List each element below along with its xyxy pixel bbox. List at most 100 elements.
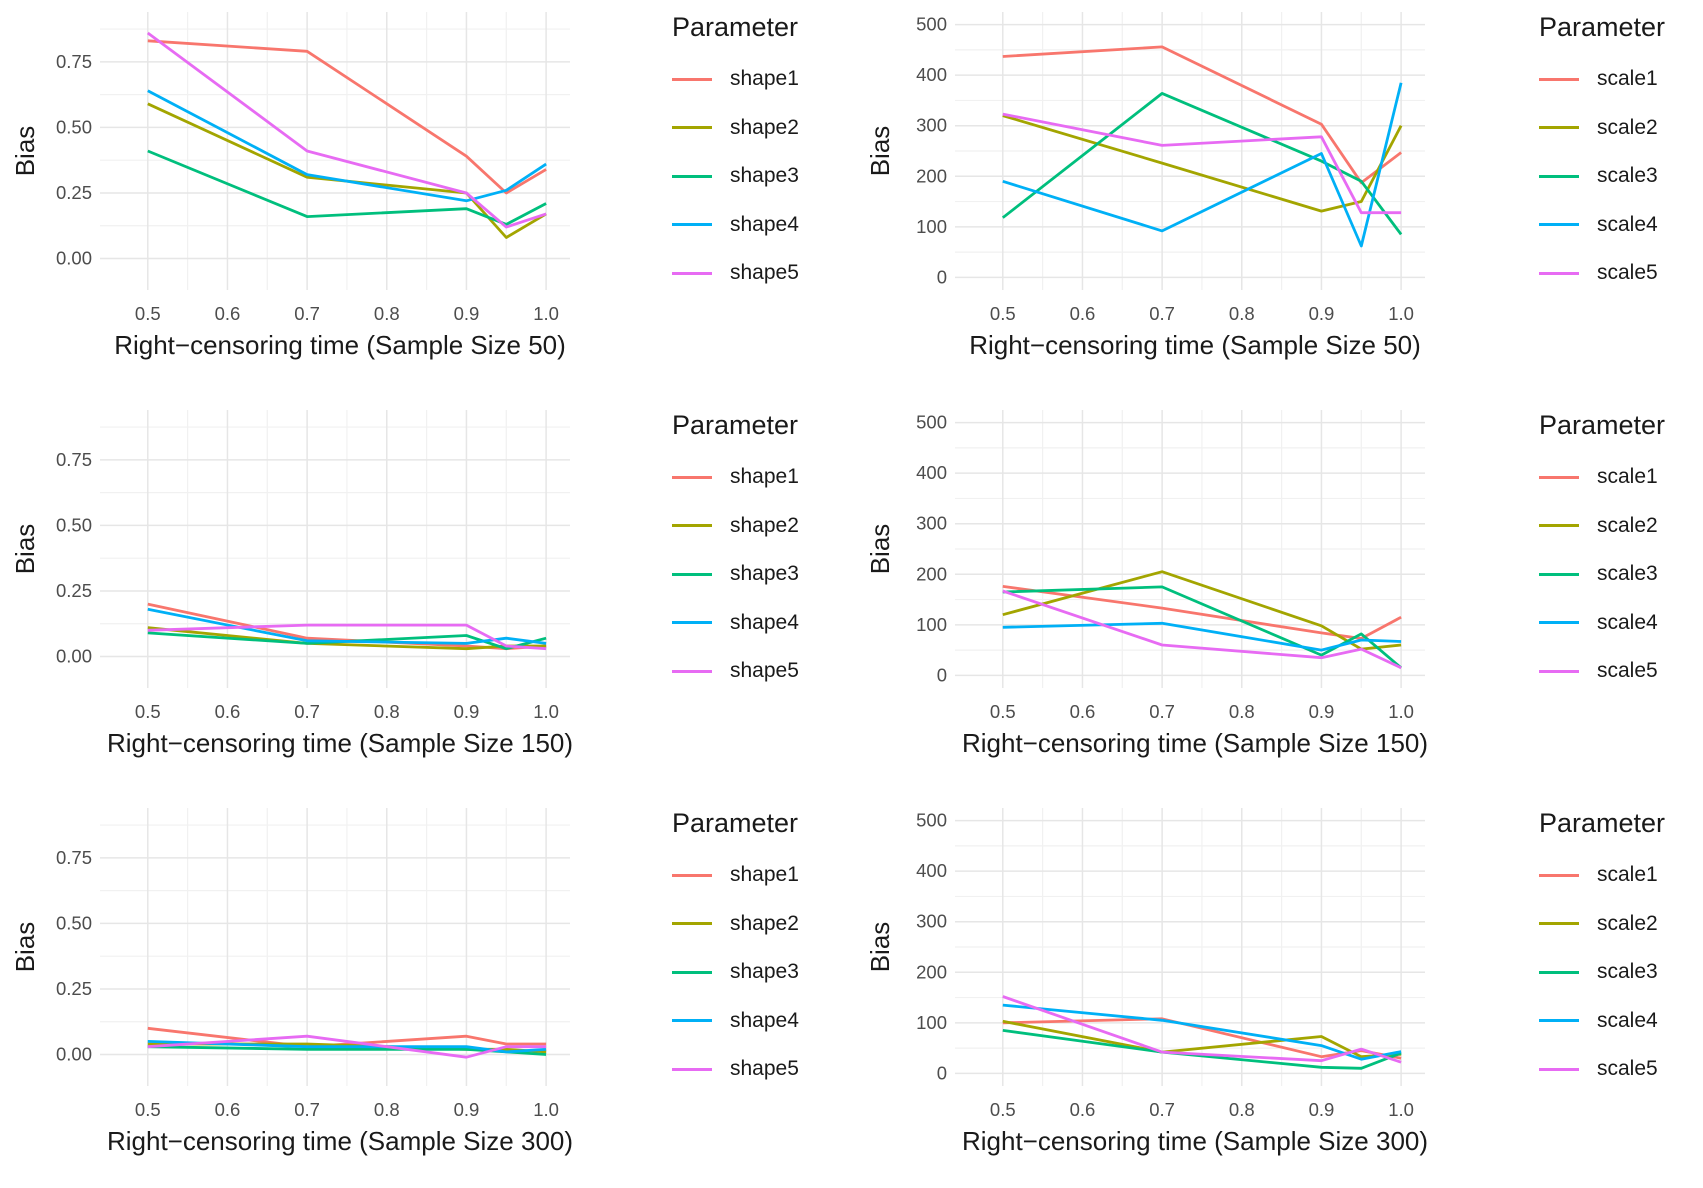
y-tick-label: 100	[916, 1012, 947, 1033]
legend-item: scale5	[1539, 1045, 1665, 1094]
x-tick-label: 0.5	[990, 1099, 1016, 1120]
legend-key	[1539, 970, 1579, 974]
legend-item: shape4	[672, 997, 799, 1046]
legend-item: scale4	[1539, 997, 1665, 1046]
x-axis-title: Right−censoring time (Sample Size 150)	[107, 728, 573, 758]
legend-key	[1539, 77, 1579, 81]
legend-label: shape4	[730, 610, 799, 634]
series-line-shape5	[147, 1034, 547, 1059]
x-tick-label: 0.5	[990, 701, 1016, 722]
y-tick-label: 100	[916, 216, 947, 237]
x-tick-label: 0.7	[1149, 701, 1175, 722]
legend-key	[1539, 524, 1579, 528]
legend-key	[1539, 669, 1579, 673]
legend-item: shape2	[672, 900, 799, 949]
x-axis-title: Right−censoring time (Sample Size 300)	[962, 1126, 1428, 1156]
series-line-scale3	[1002, 1029, 1402, 1070]
legend-title: Parameter	[672, 12, 799, 42]
legend-title: Parameter	[672, 410, 799, 440]
legend-key	[672, 970, 712, 974]
legend-item: shape1	[672, 55, 799, 104]
legend-key	[672, 669, 712, 673]
series-line-shape5	[147, 623, 547, 651]
series-line-scale1	[1002, 45, 1402, 185]
y-tick-label: 300	[916, 911, 947, 932]
legend-label: scale3	[1597, 164, 1658, 188]
legend-item: shape3	[672, 550, 799, 599]
y-axis-title: Bias	[10, 524, 40, 575]
y-tick-label: 200	[916, 563, 947, 584]
legend-key	[1539, 621, 1579, 625]
legend-label: scale4	[1597, 1008, 1658, 1032]
legend-label: scale5	[1597, 659, 1658, 683]
legend-key	[672, 271, 712, 275]
chart-svg: 0.5 0.6 0.7 0.8 0.9 1.0 0 100 200 300 400 500 Right−…	[865, 808, 1428, 1156]
legend-label: scale2	[1597, 911, 1658, 935]
legend-item: shape5	[672, 249, 799, 298]
legend-label: scale2	[1597, 513, 1658, 537]
legend-label: scale1	[1597, 67, 1658, 91]
x-tick-label: 1.0	[1388, 1099, 1414, 1120]
y-tick-label: 0.75	[56, 847, 92, 868]
x-tick-label: 1.0	[1388, 303, 1414, 324]
series-line-scale1	[1002, 585, 1402, 640]
x-tick-label: 0.8	[374, 701, 400, 722]
legend-item: scale2	[1539, 900, 1665, 949]
legend-label: shape1	[730, 465, 799, 489]
legend: Parameter shape1 shape2 shape3 shape4 shape5	[672, 12, 799, 298]
legend-label: shape1	[730, 863, 799, 887]
legend-title: Parameter	[672, 808, 799, 838]
x-tick-label: 0.8	[1229, 303, 1255, 324]
legend-title: Parameter	[1539, 410, 1666, 440]
legend-item: shape1	[672, 453, 799, 502]
x-tick-label: 0.7	[294, 303, 320, 324]
chart-panel: 0.5 0.6 0.7 0.8 0.9 1.0 0 100 200 300 400 500 Right−…	[855, 796, 1703, 1188]
y-axis-title: Bias	[10, 126, 40, 177]
legend-label: shape3	[730, 960, 799, 984]
series-line-shape1	[147, 39, 547, 195]
legend-key	[1539, 1019, 1579, 1023]
legend-item: shape1	[672, 851, 799, 900]
chart-svg: 0.5 0.6 0.7 0.8 0.9 1.0 0 100 200 300 400 500 Right−…	[865, 410, 1428, 758]
legend-key	[1539, 271, 1579, 275]
legend-item: shape2	[672, 104, 799, 153]
chart-svg: 0.5 0.6 0.7 0.8 0.9 1.0 0 100 200 300 400 500 Right−…	[865, 12, 1425, 360]
series-line-shape3	[147, 149, 547, 226]
legend-key	[672, 475, 712, 479]
legend-key	[672, 1019, 712, 1023]
y-tick-label: 0	[937, 1062, 947, 1083]
legend-key	[1539, 475, 1579, 479]
x-tick-label: 0.6	[1070, 701, 1096, 722]
legend-label: scale4	[1597, 610, 1658, 634]
x-tick-label: 0.8	[374, 303, 400, 324]
y-axis-title: Bias	[865, 922, 895, 973]
legend-label: shape1	[730, 67, 799, 91]
series-line-scale4	[1002, 82, 1403, 248]
legend-item: scale1	[1539, 55, 1665, 104]
series-line-shape5	[146, 31, 547, 229]
legend: Parameter shape1 shape2 shape3 shape4 shape5	[672, 808, 799, 1094]
y-tick-label: 0.50	[56, 116, 92, 137]
series-line-shape4	[147, 607, 547, 645]
chart-panel: 0.5 0.6 0.7 0.8 0.9 1.0 0.00 0.25 0.50 0.75 Right−…	[0, 796, 850, 1188]
series-line-scale2	[1002, 114, 1403, 213]
legend-item: scale5	[1539, 249, 1665, 298]
legend: Parameter scale1 scale2 scale3 scale4 scale5	[1539, 410, 1665, 696]
x-tick-label: 0.5	[135, 1099, 161, 1120]
y-tick-label: 0	[937, 664, 947, 685]
legend-key	[1539, 223, 1579, 227]
chart-panel: 0.5 0.6 0.7 0.8 0.9 1.0 0.00 0.25 0.50 0.75 Right−…	[0, 398, 850, 790]
y-tick-label: 400	[916, 860, 947, 881]
series-line-shape3	[147, 1045, 547, 1056]
legend-item: shape5	[672, 1045, 799, 1094]
legend-key	[672, 524, 712, 528]
y-tick-label: 500	[916, 14, 947, 35]
legend-label: scale5	[1597, 1057, 1658, 1081]
y-tick-label: 100	[916, 614, 947, 635]
legend-item: scale4	[1539, 201, 1665, 250]
chart-svg: 0.5 0.6 0.7 0.8 0.9 1.0 0.00 0.25 0.50 0.75 Right−…	[10, 410, 573, 758]
series-line-scale4	[1002, 1003, 1402, 1061]
x-tick-label: 0.9	[1309, 701, 1335, 722]
y-axis-title: Bias	[865, 126, 895, 177]
